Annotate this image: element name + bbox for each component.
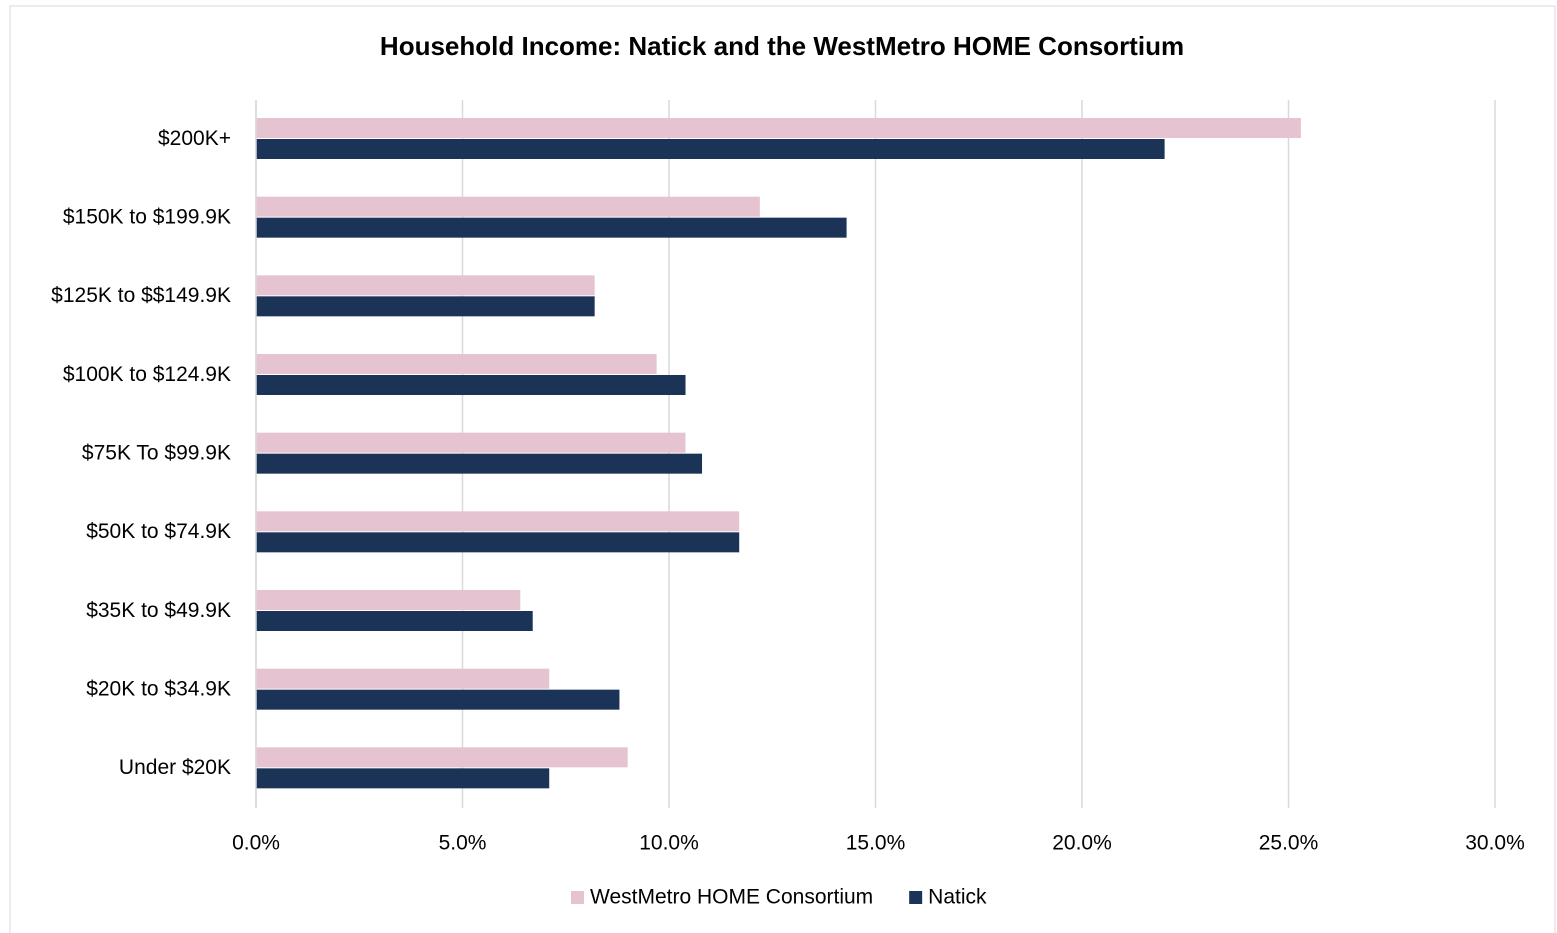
legend-swatch <box>571 891 584 904</box>
bar <box>256 453 703 474</box>
legend-swatch <box>909 891 923 904</box>
bar <box>256 532 740 553</box>
y-tick-label: $20K to $34.9K <box>86 678 231 701</box>
x-tick-label: 30.0% <box>1465 832 1525 855</box>
bar <box>256 511 740 532</box>
x-tick-label: 0.0% <box>232 832 280 855</box>
bar <box>256 747 628 768</box>
x-tick-label: 10.0% <box>639 832 699 855</box>
y-tick-label: Under $20K <box>119 756 231 779</box>
y-tick-label: $35K to $49.9K <box>86 599 231 622</box>
legend-label: Natick <box>928 886 987 909</box>
bar <box>256 118 1301 138</box>
y-tick-label: $50K to $74.9K <box>86 520 231 543</box>
x-tick-label: 25.0% <box>1259 832 1319 855</box>
y-tick-label: $75K To $99.9K <box>82 442 231 465</box>
bar <box>256 354 657 374</box>
bar <box>256 590 521 610</box>
y-tick-label: $125K to $$149.9K <box>51 284 231 307</box>
bar <box>256 432 686 453</box>
legend-label: WestMetro HOME Consortium <box>590 886 873 909</box>
y-tick-label: $150K to $199.9K <box>63 206 231 229</box>
bar <box>256 375 686 395</box>
bar <box>256 139 1165 159</box>
chart-title: Household Income: Natick and the WestMet… <box>380 31 1184 61</box>
bar <box>256 768 550 789</box>
bar <box>256 196 760 217</box>
y-tick-label: $100K to $124.9K <box>63 363 231 386</box>
bar <box>256 668 550 689</box>
bar <box>256 275 595 296</box>
bar <box>256 217 847 238</box>
x-tick-label: 15.0% <box>846 832 906 855</box>
x-tick-label: 20.0% <box>1052 832 1112 855</box>
x-tick-label: 5.0% <box>439 832 487 855</box>
bar <box>256 296 595 317</box>
y-tick-label: $200K+ <box>158 127 231 150</box>
bar <box>256 611 533 631</box>
bar <box>256 689 620 710</box>
